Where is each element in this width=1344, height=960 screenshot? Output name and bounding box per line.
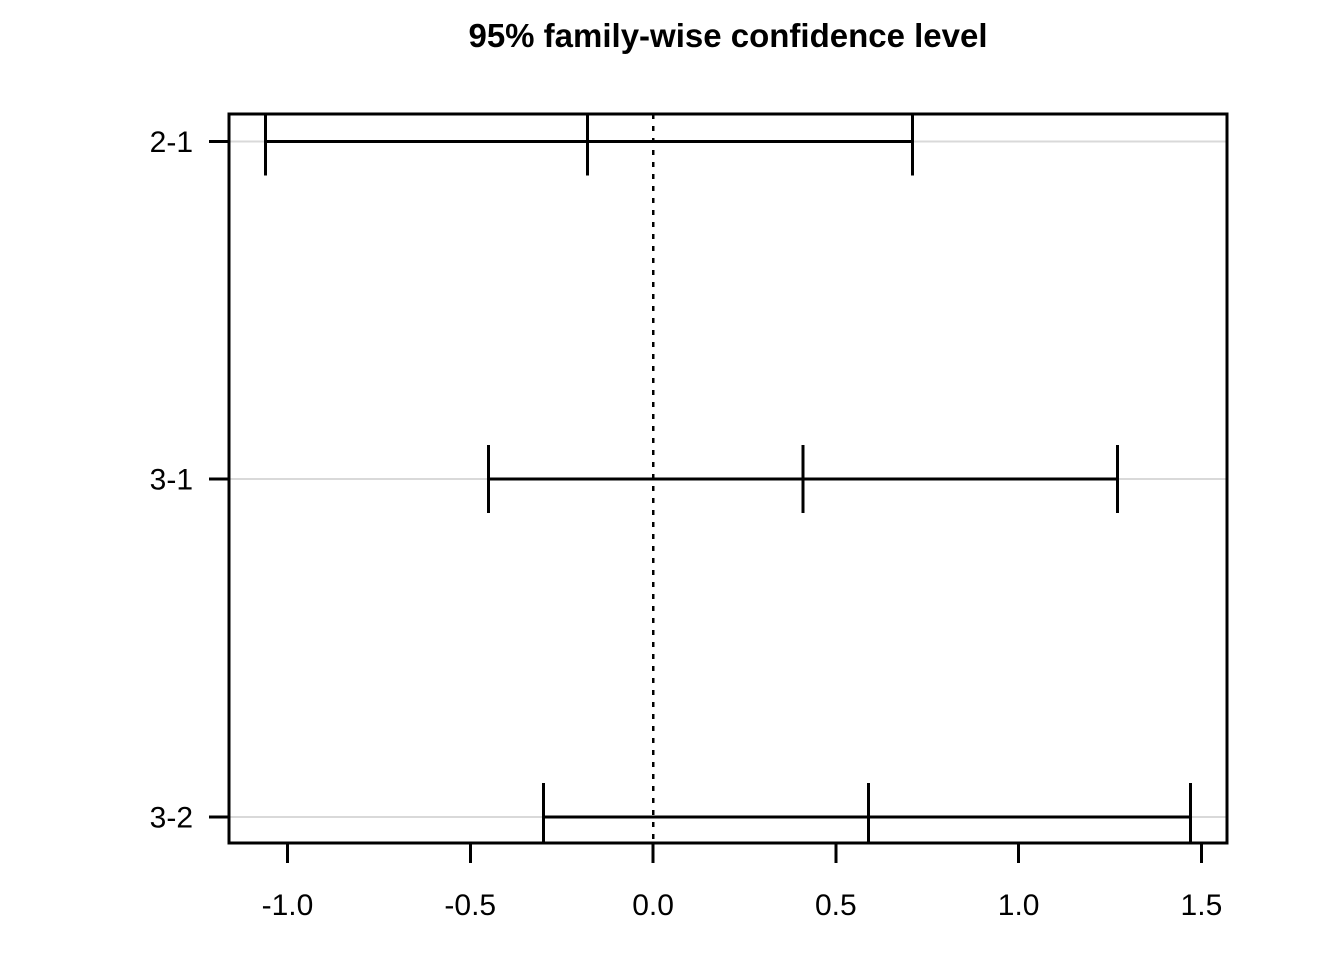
confidence-interval-2-1	[264, 114, 915, 176]
x-axis-tick-label: 0.5	[815, 889, 857, 922]
intervals-group	[264, 114, 1192, 843]
confidence-interval-3-1	[487, 445, 1119, 514]
x-axis-tick-label: -0.5	[444, 889, 496, 922]
x-axis-tick-label: -1.0	[262, 889, 314, 922]
x-axis-tick-label: 0.0	[632, 889, 674, 922]
y-axis-label: 2-1	[150, 126, 193, 159]
confidence-interval-3-2	[541, 782, 1192, 843]
x-axis-tick-label: 1.5	[1181, 889, 1223, 922]
y-axis-label: 3-1	[150, 464, 193, 497]
y-axis-label: 3-2	[150, 801, 193, 834]
chart-title: 95% family-wise confidence level	[468, 17, 988, 54]
x-axis-tick-label: 1.0	[998, 889, 1040, 922]
